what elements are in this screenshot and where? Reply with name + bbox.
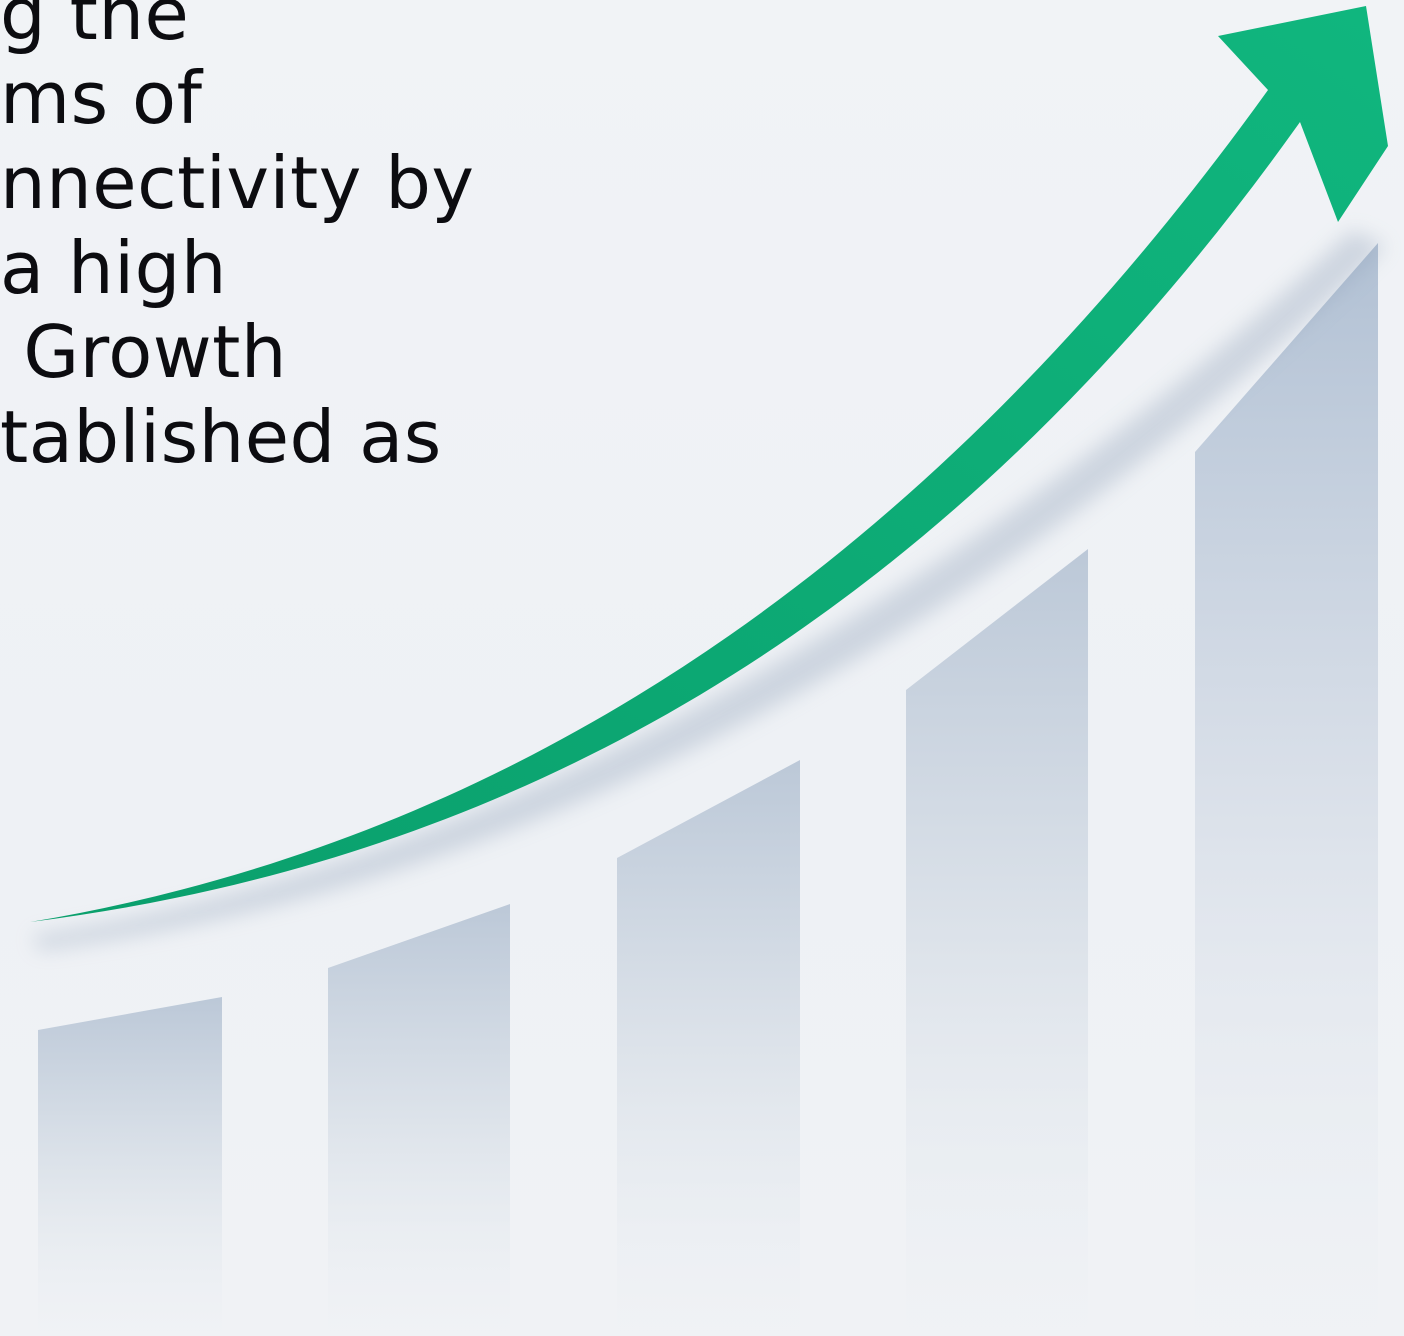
headline-line: ms of xyxy=(0,56,203,140)
headline-line: nnectivity by xyxy=(0,141,475,225)
bar-1 xyxy=(38,997,222,1336)
headline-line: Growth xyxy=(0,310,287,394)
headline-line: a high xyxy=(0,226,227,310)
bar-5 xyxy=(1195,243,1378,1336)
bar-3 xyxy=(617,760,800,1336)
headline-line: g the xyxy=(0,0,190,56)
bar-2 xyxy=(328,904,510,1336)
bar-4 xyxy=(906,549,1088,1336)
headline-line: tablished as xyxy=(0,395,442,479)
